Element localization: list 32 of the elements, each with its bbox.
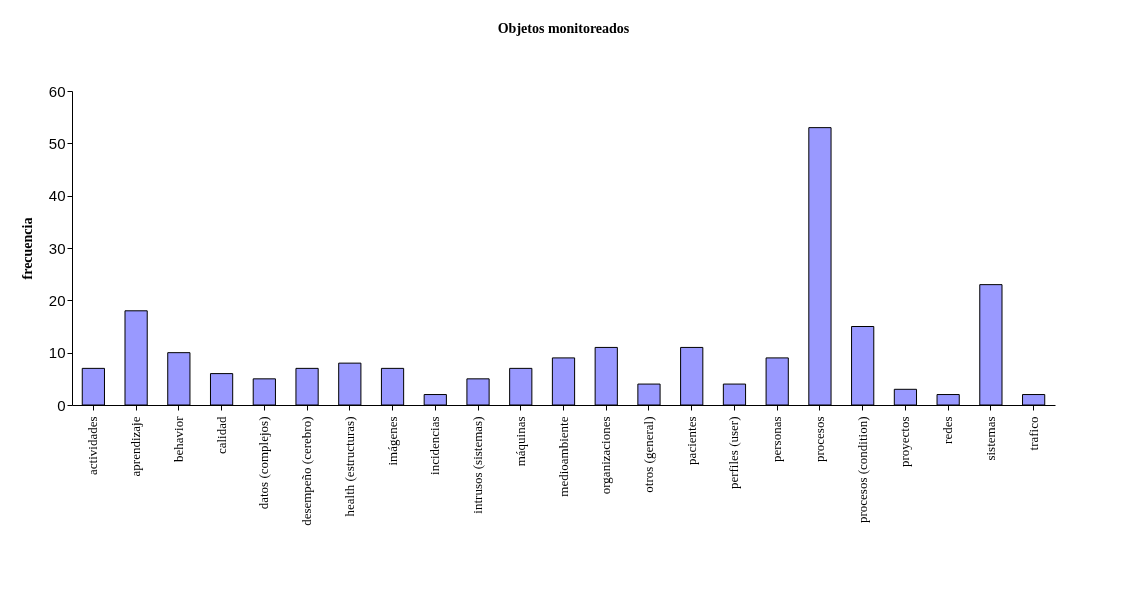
x-tick-label: personas <box>769 416 785 462</box>
y-tick-label: 60 <box>48 82 66 100</box>
x-tick-label: actividades <box>85 416 101 475</box>
x-tick-label: organizaciones <box>598 416 614 495</box>
x-tick-label: máquinas <box>512 416 528 467</box>
y-tick-label: 40 <box>48 187 66 205</box>
x-tick-label: pacientes <box>683 416 699 465</box>
x-tick-label: behavior <box>170 415 186 462</box>
x-tick-label: procesos (condition) <box>854 416 870 524</box>
y-tick-label: 50 <box>48 134 66 152</box>
y-tick-label: 20 <box>48 291 66 309</box>
x-tick-label: health (estructuras) <box>341 416 357 517</box>
x-tick-label: aprendizaje <box>128 416 144 477</box>
y-tick-label: 10 <box>48 344 66 362</box>
x-tick-label: intrusos (sistemas) <box>470 416 486 514</box>
y-tick-label: 0 <box>57 396 66 414</box>
x-tick-label: desempeño (cerebro) <box>299 416 315 526</box>
x-tick-label: perfiles (user) <box>726 416 742 490</box>
chart-title: Objetos monitoreados <box>497 21 630 36</box>
x-tick-label: imágenes <box>384 416 400 466</box>
x-tick-label: incidencias <box>427 416 443 475</box>
y-tick-label: 30 <box>48 239 66 257</box>
x-tick-label: trafico <box>1025 416 1041 451</box>
y-axis-title: frecuencia <box>19 217 35 280</box>
x-tick-label: medioambiente <box>555 416 571 497</box>
x-tick-label: proyectos <box>897 416 913 468</box>
x-tick-label: sistemas <box>982 416 998 461</box>
x-tick-label: datos (complejos) <box>256 416 272 510</box>
x-tick-label: procesos <box>811 416 827 462</box>
x-tick-label: calidad <box>213 416 229 455</box>
x-tick-label: redes <box>940 416 956 444</box>
x-tick-label: otros (general) <box>640 416 656 493</box>
